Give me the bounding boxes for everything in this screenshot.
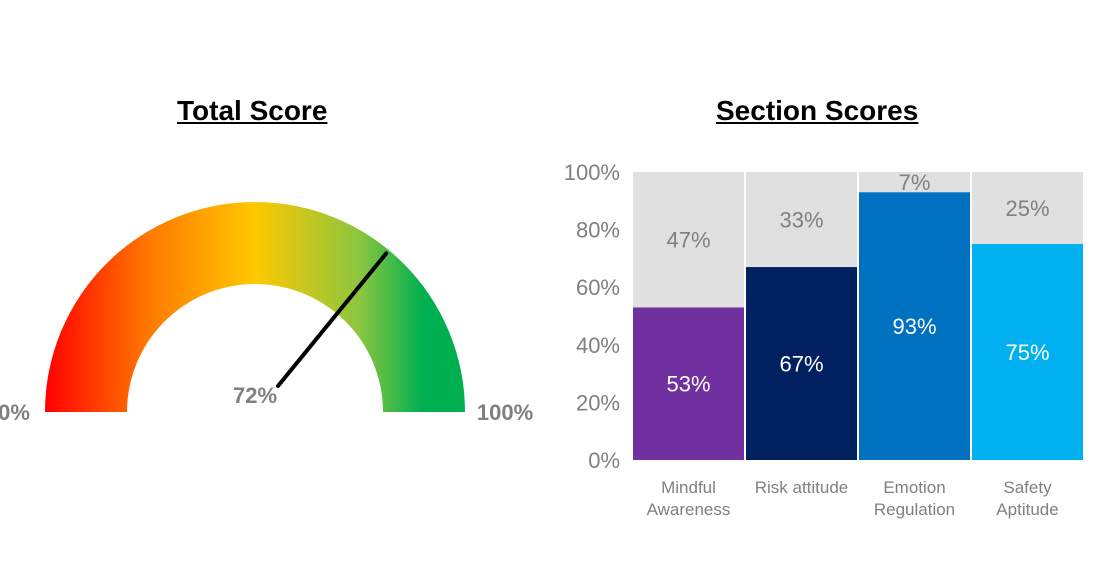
bar-remainder bbox=[972, 172, 1083, 244]
x-category-label: Mindful bbox=[661, 478, 716, 497]
x-category-label: Regulation bbox=[874, 500, 955, 519]
bar-remainder-label: 33% bbox=[779, 208, 823, 233]
x-category-label: Safety bbox=[1003, 478, 1052, 497]
gauge: 0% 100% 72% bbox=[0, 202, 533, 425]
gauge-max-label: 100% bbox=[477, 400, 533, 425]
x-category-label: Emotion bbox=[883, 478, 945, 497]
bar-remainder-label: 7% bbox=[899, 170, 931, 195]
gauge-arc bbox=[45, 202, 465, 412]
gauge-min-label: 0% bbox=[0, 400, 30, 425]
y-tick-label: 40% bbox=[576, 333, 620, 358]
bar-score-label: 93% bbox=[892, 314, 936, 339]
bar-remainder bbox=[633, 172, 744, 308]
gauge-value-label: 72% bbox=[233, 383, 277, 408]
bar-score-label: 53% bbox=[666, 372, 710, 397]
x-category-label: Awareness bbox=[647, 500, 731, 519]
bar-remainder bbox=[746, 172, 857, 268]
gauge-needle bbox=[276, 251, 389, 388]
bar-score bbox=[746, 267, 857, 460]
bar-chart: 0% 20% 40% 60% 80% 100% 53% 47% Mindful Awareness… bbox=[564, 160, 1083, 519]
x-category-label: Risk attitude bbox=[755, 478, 849, 497]
x-category-label: Aptitude bbox=[996, 500, 1058, 519]
bar-remainder-label: 47% bbox=[666, 228, 710, 253]
y-tick-label: 20% bbox=[576, 390, 620, 415]
bar-remainder bbox=[859, 172, 970, 193]
y-tick-label: 100% bbox=[564, 160, 620, 185]
bar-score-label: 67% bbox=[779, 352, 823, 377]
y-tick-label: 60% bbox=[576, 275, 620, 300]
bar-score-label: 75% bbox=[1005, 340, 1049, 365]
y-tick-label: 80% bbox=[576, 218, 620, 243]
bar-score bbox=[972, 244, 1083, 460]
gauge-title: Total Score bbox=[177, 95, 328, 126]
bar-remainder-label: 25% bbox=[1005, 196, 1049, 221]
y-tick-label: 0% bbox=[588, 448, 620, 473]
bar-score bbox=[859, 192, 970, 460]
bar-score bbox=[633, 307, 744, 460]
bar-chart-title: Section Scores bbox=[716, 95, 919, 126]
